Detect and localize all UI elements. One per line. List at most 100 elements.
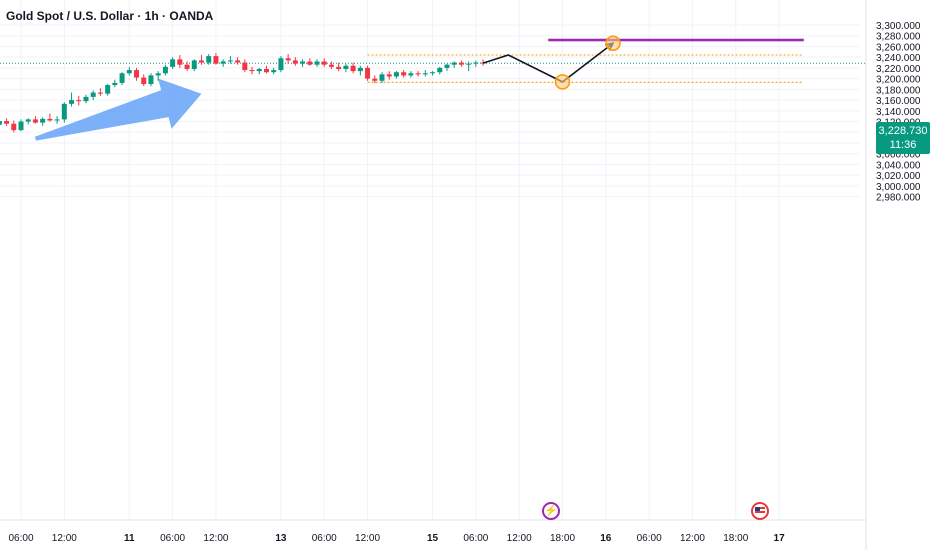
candle-body [61,103,67,120]
candle-countdown: 11:36 [889,139,917,151]
candle-body [357,67,363,72]
y-tick-label: 3,200.000 [876,75,921,86]
y-tick-label: 3,040.000 [876,160,921,171]
x-tick-label: 12:00 [203,533,228,544]
projection-marker [554,74,571,90]
x-tick-label: 06:00 [160,533,185,544]
candle-body [415,73,421,75]
current-price-badge: 3,228.730 11:36 [876,122,930,154]
candle-body [365,67,371,79]
candle-body [285,58,291,61]
candle-body [386,74,392,77]
candle-body [393,72,399,77]
candle-body [90,92,96,97]
x-tick-label: 06:00 [463,533,488,544]
lightning-bolt-icon[interactable]: ⚡ [542,502,560,520]
y-tick-label: 3,280.000 [876,32,921,43]
candle-body [263,68,269,73]
candle-body [480,62,486,64]
y-tick-label: 3,220.000 [876,64,921,75]
y-tick-label: 3,020.000 [876,171,921,182]
candle-body [18,121,24,131]
candle-body [278,58,284,71]
candle-body [119,73,125,83]
candle-body [11,123,17,131]
us-flag-icon[interactable] [751,502,769,520]
candle-body [162,66,168,74]
candle-body [256,68,262,72]
candle-body [307,61,313,65]
candle-body [191,60,197,69]
candle-body [300,61,306,64]
candle-body [199,60,204,63]
candle-body [97,92,103,94]
candle-body [437,67,443,73]
y-tick-label: 3,160.000 [876,96,921,107]
candle-body [430,72,436,74]
candle-body [350,65,356,72]
candle-body [314,61,320,65]
current-price-label: 3,228.730 [878,125,928,137]
x-tick-label: 12:00 [355,533,380,544]
y-tick-label: 3,260.000 [876,42,921,53]
x-tick-label: 15 [427,533,439,544]
x-tick-label: 16 [600,533,612,544]
y-tick-label: 3,240.000 [876,53,921,64]
candle-body [242,62,248,71]
chart-title: Gold Spot / U.S. Dollar · 1h · OANDA [6,9,214,23]
candle-body [336,66,342,69]
candle-body [54,119,60,121]
candle-body [220,61,226,64]
x-tick-label: 12:00 [507,533,532,544]
candle-body [444,64,450,68]
candle-body [249,70,255,72]
candle-body [372,78,378,81]
candle-body [177,59,183,65]
candle-body [321,61,327,65]
candle-body [184,64,190,69]
candle-body [466,63,472,65]
candle-body [343,65,349,69]
y-tick-label: 3,140.000 [876,107,921,118]
x-tick-label: 18:00 [723,533,748,544]
y-tick-label: 3,180.000 [876,85,921,96]
candle-body [126,70,132,74]
candle-body [83,96,89,102]
candle-body [422,73,428,75]
y-tick-label: 2,980.000 [876,193,921,204]
candle-body [451,62,457,65]
candle-body [32,119,38,123]
candle-body [112,82,118,86]
projection-marker [605,35,621,51]
y-tick-label: 3,300.000 [876,21,921,32]
x-tick-label: 17 [774,533,786,544]
candle-body [134,70,140,78]
candle-body [47,118,53,121]
candle-body [408,73,414,76]
candle-body [148,75,154,85]
target-zone-box [548,38,804,42]
candle-body [4,121,10,124]
candle-body [213,56,219,64]
candle-body [328,64,334,67]
candle-body [76,100,82,102]
candle-body [271,70,277,73]
candle-body [155,73,161,76]
candle-body [105,85,111,94]
candle-body [227,60,233,62]
candle-body [170,59,176,67]
candle-body [0,121,2,125]
candle-body [401,72,407,76]
x-tick-label: 12:00 [52,533,77,544]
x-tick-label: 11 [124,533,135,544]
x-tick-label: 06:00 [8,533,33,544]
x-tick-label: 12:00 [680,533,705,544]
candle-body [473,62,479,64]
candle-body [141,77,147,85]
x-tick-label: 06:00 [312,533,337,544]
trend-arrow [34,78,202,141]
x-tick-label: 13 [275,533,287,544]
x-tick-label: 18:00 [550,533,575,544]
y-tick-label: 3,000.000 [876,182,921,193]
